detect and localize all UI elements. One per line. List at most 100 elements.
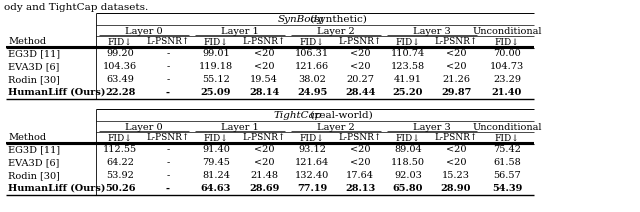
- Text: 28.44: 28.44: [345, 88, 375, 97]
- Text: 121.66: 121.66: [295, 62, 329, 71]
- Text: L-PSNR↑: L-PSNR↑: [435, 134, 477, 142]
- Text: SynBody: SynBody: [278, 14, 323, 24]
- Text: -: -: [166, 145, 170, 154]
- Text: 15.23: 15.23: [442, 171, 470, 180]
- Text: ody and TightCap datasets.: ody and TightCap datasets.: [4, 3, 148, 12]
- Text: 89.04: 89.04: [394, 145, 422, 154]
- Text: 25.20: 25.20: [393, 88, 423, 97]
- Text: 23.29: 23.29: [493, 75, 521, 84]
- Text: 25.09: 25.09: [201, 88, 231, 97]
- Text: -: -: [166, 88, 170, 97]
- Text: 79.45: 79.45: [202, 158, 230, 167]
- Text: 19.54: 19.54: [250, 75, 278, 84]
- Text: 93.12: 93.12: [298, 145, 326, 154]
- Text: 55.12: 55.12: [202, 75, 230, 84]
- Text: <20: <20: [349, 158, 371, 167]
- Text: FID↓: FID↓: [108, 38, 132, 46]
- Text: 65.80: 65.80: [393, 184, 423, 193]
- Text: EVA3D [6]: EVA3D [6]: [8, 158, 60, 167]
- Text: Rodin [30]: Rodin [30]: [8, 75, 60, 84]
- Text: 70.00: 70.00: [493, 49, 521, 58]
- Text: Method: Method: [8, 134, 46, 142]
- Text: L-PSNR↑: L-PSNR↑: [147, 38, 189, 46]
- Text: FID↓: FID↓: [204, 134, 228, 142]
- Text: 123.58: 123.58: [391, 62, 425, 71]
- Text: 54.39: 54.39: [492, 184, 522, 193]
- Text: 121.64: 121.64: [295, 158, 329, 167]
- Text: 132.40: 132.40: [295, 171, 329, 180]
- Text: FID↓: FID↓: [495, 134, 520, 142]
- Text: EG3D [11]: EG3D [11]: [8, 145, 60, 154]
- Text: Layer 1: Layer 1: [221, 26, 259, 35]
- Text: L-PSNR↑: L-PSNR↑: [243, 38, 285, 46]
- Text: L-PSNR↑: L-PSNR↑: [243, 134, 285, 142]
- Text: 99.01: 99.01: [202, 49, 230, 58]
- Text: 75.42: 75.42: [493, 145, 521, 154]
- Text: 63.49: 63.49: [106, 75, 134, 84]
- Text: (synthetic): (synthetic): [307, 14, 367, 24]
- Text: 77.19: 77.19: [297, 184, 327, 193]
- Text: 17.64: 17.64: [346, 171, 374, 180]
- Text: L-PSNR↑: L-PSNR↑: [339, 38, 381, 46]
- Text: <20: <20: [445, 145, 467, 154]
- Text: FID↓: FID↓: [108, 134, 132, 142]
- Text: L-PSNR↑: L-PSNR↑: [147, 134, 189, 142]
- Text: 99.20: 99.20: [106, 49, 134, 58]
- Text: (real-world): (real-world): [307, 110, 373, 120]
- Text: 38.02: 38.02: [298, 75, 326, 84]
- Text: 106.31: 106.31: [295, 49, 329, 58]
- Text: 21.26: 21.26: [442, 75, 470, 84]
- Text: 119.18: 119.18: [199, 62, 233, 71]
- Text: 61.58: 61.58: [493, 158, 521, 167]
- Text: 56.57: 56.57: [493, 171, 521, 180]
- Text: Rodin [30]: Rodin [30]: [8, 171, 60, 180]
- Text: FID↓: FID↓: [300, 38, 324, 46]
- Text: 21.40: 21.40: [492, 88, 522, 97]
- Text: Layer 3: Layer 3: [413, 26, 451, 35]
- Text: 41.91: 41.91: [394, 75, 422, 84]
- Text: 112.55: 112.55: [103, 145, 137, 154]
- Text: 28.90: 28.90: [441, 184, 471, 193]
- Text: <20: <20: [253, 49, 275, 58]
- Text: Method: Method: [8, 38, 46, 46]
- Text: -: -: [166, 49, 170, 58]
- Text: FID↓: FID↓: [495, 38, 520, 46]
- Text: FID↓: FID↓: [396, 134, 420, 142]
- Text: 81.24: 81.24: [202, 171, 230, 180]
- Text: 53.92: 53.92: [106, 171, 134, 180]
- Text: Layer 3: Layer 3: [413, 123, 451, 131]
- Text: -: -: [166, 184, 170, 193]
- Text: -: -: [166, 75, 170, 84]
- Text: Layer 0: Layer 0: [125, 123, 163, 131]
- Text: 92.03: 92.03: [394, 171, 422, 180]
- Text: -: -: [166, 62, 170, 71]
- Text: HumanLiff (Ours): HumanLiff (Ours): [8, 184, 106, 193]
- Text: 104.36: 104.36: [103, 62, 137, 71]
- Text: -: -: [166, 171, 170, 180]
- Text: <20: <20: [445, 49, 467, 58]
- Text: <20: <20: [253, 158, 275, 167]
- Text: <20: <20: [349, 49, 371, 58]
- Text: 64.22: 64.22: [106, 158, 134, 167]
- Text: HumanLiff (Ours): HumanLiff (Ours): [8, 88, 106, 97]
- Text: <20: <20: [253, 62, 275, 71]
- Text: <20: <20: [445, 62, 467, 71]
- Text: Layer 1: Layer 1: [221, 123, 259, 131]
- Text: 20.27: 20.27: [346, 75, 374, 84]
- Text: 104.73: 104.73: [490, 62, 524, 71]
- Text: 21.48: 21.48: [250, 171, 278, 180]
- Text: 22.28: 22.28: [105, 88, 135, 97]
- Text: <20: <20: [445, 158, 467, 167]
- Text: 110.74: 110.74: [391, 49, 425, 58]
- Text: 28.13: 28.13: [345, 184, 375, 193]
- Text: 24.95: 24.95: [297, 88, 327, 97]
- Text: <20: <20: [349, 145, 371, 154]
- Text: 28.14: 28.14: [249, 88, 279, 97]
- Text: Unconditional: Unconditional: [472, 123, 541, 131]
- Text: FID↓: FID↓: [300, 134, 324, 142]
- Text: 64.63: 64.63: [201, 184, 231, 193]
- Text: Layer 0: Layer 0: [125, 26, 163, 35]
- Text: FID↓: FID↓: [396, 38, 420, 46]
- Text: L-PSNR↑: L-PSNR↑: [435, 38, 477, 46]
- Text: Layer 2: Layer 2: [317, 26, 355, 35]
